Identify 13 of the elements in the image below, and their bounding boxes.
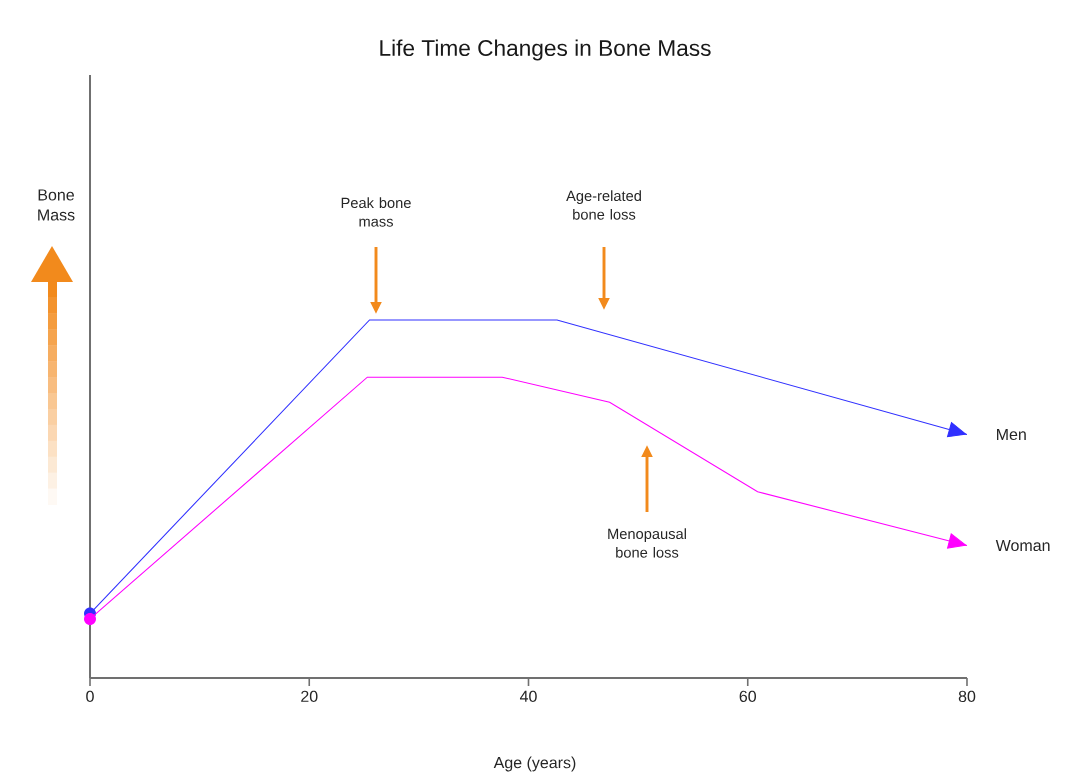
x-tick-label: 20 — [301, 690, 318, 703]
annotation: Menopausal bone loss — [608, 528, 686, 558]
x-tick-label: 60 — [739, 690, 757, 703]
x-tick-label: 0 — [86, 690, 94, 703]
legend-label: Men — [997, 428, 1026, 441]
text: Peak bone mass — [341, 197, 411, 227]
text: Bone Mass — [38, 189, 75, 221]
x-tick-label: 80 — [958, 690, 976, 703]
text: Age-related bone loss — [566, 190, 641, 220]
x-axis-title: Age (years) — [493, 756, 576, 772]
legend-label: Woman — [995, 539, 1050, 552]
x-tick-label: 40 — [519, 690, 537, 703]
chart-title: Life Time Changes in Bone Mass — [380, 39, 711, 61]
